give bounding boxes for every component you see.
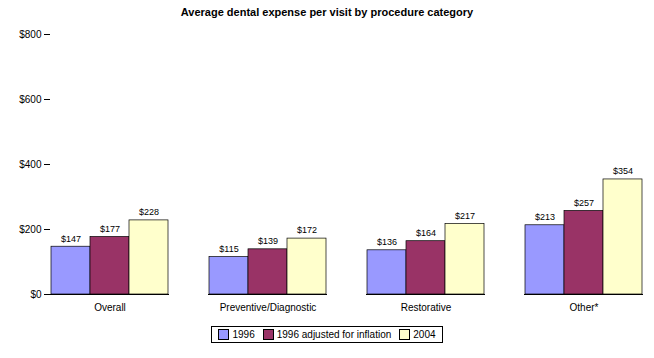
svg-text:$164: $164 (416, 228, 436, 238)
svg-text:$115: $115 (219, 244, 238, 254)
svg-text:$257: $257 (574, 198, 594, 208)
svg-text:$400: $400 (19, 159, 42, 170)
html-text:1996 adjusted for inflation: 1996 adjusted for inflation (276, 329, 392, 340)
svg-text:Preventive/Diagnostic: Preventive/Diagnostic (220, 302, 317, 313)
svg-text:$139: $139 (258, 236, 278, 246)
svg-text:$217: $217 (455, 211, 475, 221)
svg-text:$600: $600 (19, 94, 42, 105)
svg-text:$800: $800 (19, 29, 42, 40)
svg-text:Other*: Other* (570, 302, 599, 313)
svg-text:$213: $213 (535, 212, 555, 222)
html-text:Average dental expense per vis: Average dental expense per visit by proc… (180, 6, 474, 18)
svg-text:$136: $136 (377, 237, 397, 247)
svg-text:$0: $0 (30, 289, 42, 300)
svg-text:$200: $200 (19, 224, 42, 235)
svg-text:$172: $172 (297, 225, 317, 235)
svg-text:Overall: Overall (94, 302, 126, 313)
html-text:1996: 1996 (232, 329, 255, 340)
svg-text:$354: $354 (613, 166, 633, 176)
svg-text:Restorative: Restorative (401, 302, 452, 313)
svg-text:$147: $147 (61, 234, 81, 244)
svg-text:$177: $177 (100, 224, 120, 234)
svg-text:$228: $228 (139, 207, 159, 217)
html-text:2004: 2004 (413, 329, 436, 340)
